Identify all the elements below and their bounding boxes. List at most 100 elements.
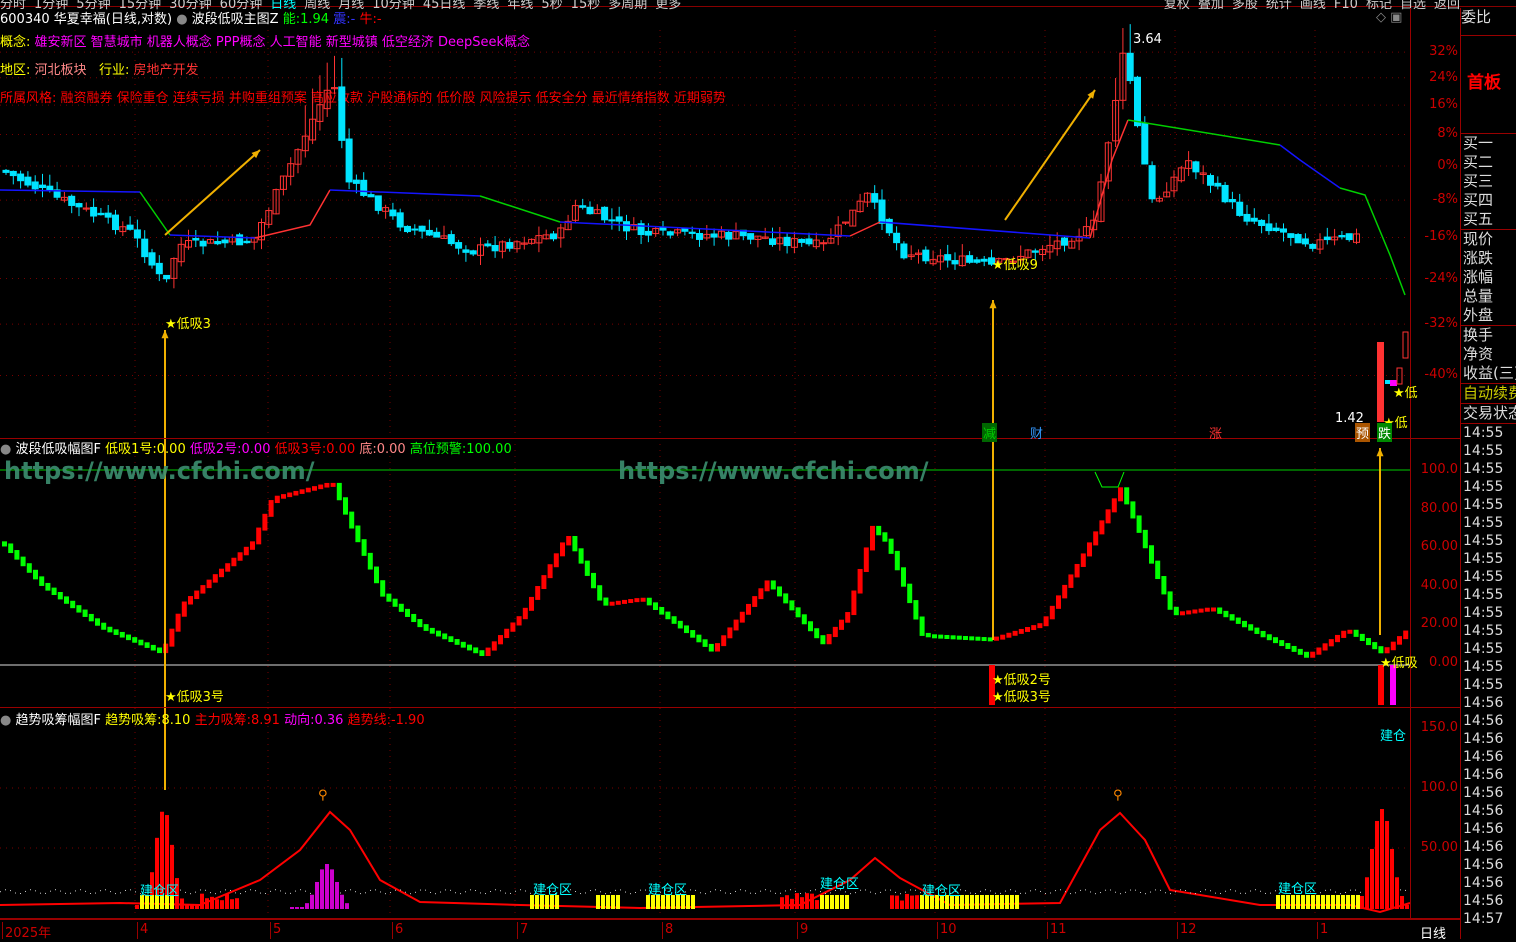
period-tab[interactable]: 日线 [270, 0, 297, 12]
candle-body [1207, 175, 1214, 186]
oscillator-bar [374, 566, 379, 584]
accumulation-bar [540, 895, 544, 909]
oscillator-bar [1279, 640, 1285, 647]
period-tab[interactable]: 周线 [304, 0, 331, 12]
volume-bar [1360, 896, 1364, 909]
dotted-baseline [940, 889, 941, 891]
oscillator-bar [181, 601, 187, 617]
dotted-baseline [265, 892, 266, 894]
diamond-icon[interactable]: ◇ ▣ [1376, 10, 1403, 25]
toolbar-button[interactable]: 返回 [1433, 0, 1460, 12]
period-tab[interactable]: 月线 [338, 0, 365, 12]
side-item: 买四 [1463, 191, 1494, 209]
dotted-baseline [635, 891, 636, 893]
candle-body [557, 227, 565, 239]
period-tab[interactable]: 15秒 [570, 0, 601, 12]
candle-body [1287, 233, 1295, 238]
date-tick: 11 [1047, 922, 1067, 939]
dotted-baseline [930, 891, 931, 893]
dotted-baseline [350, 889, 351, 891]
oscillator-bar [1149, 545, 1154, 564]
oscillator-bar [1335, 634, 1340, 643]
period-tab[interactable]: 年线 [507, 0, 534, 12]
flow-bar [335, 881, 339, 909]
volume-bar [1370, 848, 1374, 909]
period-tab[interactable]: 45日线 [422, 0, 466, 12]
oscillator-bar [386, 593, 392, 602]
oscillator-bar [355, 525, 361, 543]
period-tab[interactable]: 多周期 [608, 0, 648, 12]
indicator-name[interactable]: 波段低吸主图Z [191, 12, 279, 27]
toolbar-button[interactable]: 自选 [1399, 0, 1426, 12]
oscillator-bar [405, 608, 410, 617]
candle-body [345, 138, 353, 183]
dotted-baseline [1030, 890, 1031, 892]
toolbar-button[interactable]: 复权 [1163, 0, 1190, 12]
side-item: 总量 [1463, 287, 1494, 305]
oscillator-bar [832, 626, 838, 638]
candle-body [418, 225, 426, 232]
toolbar-button[interactable]: F10 [1333, 0, 1358, 12]
period-label[interactable]: 日线 [1420, 927, 1447, 942]
toolbar-button[interactable]: 叠加 [1197, 0, 1224, 12]
oscillator-bar [857, 568, 863, 594]
period-tab[interactable]: 30分钟 [169, 0, 212, 12]
indicator-toggle-icon[interactable]: ● [176, 12, 188, 27]
candle-body [783, 236, 791, 247]
candle-body [812, 239, 820, 248]
dotted-baseline [475, 890, 476, 892]
oscillator-bar [429, 627, 435, 634]
dotted-baseline [5, 889, 6, 891]
oscillator-bar [1062, 584, 1068, 599]
candle-body [630, 224, 638, 231]
toolbar-button[interactable]: 标记 [1365, 0, 1392, 12]
panel-toggle-icon[interactable]: ● [0, 442, 12, 457]
oscillator-bar [925, 632, 931, 638]
oscillator-bar [870, 525, 875, 551]
period-tab[interactable]: 更多 [655, 0, 682, 12]
period-tab[interactable]: 分时 [0, 0, 27, 12]
period-tab[interactable]: 5分钟 [76, 0, 111, 12]
oscillator-bar [1087, 542, 1092, 557]
accumulation-bar [1311, 895, 1315, 909]
candle-body [1199, 172, 1207, 175]
indicator-value: 100.00 [466, 442, 512, 457]
dotted-baseline [240, 893, 241, 895]
period-tab[interactable]: 60分钟 [219, 0, 263, 12]
panel2-name[interactable]: 波段低吸幅图F [15, 442, 101, 457]
candle-body [674, 229, 682, 234]
panel-toggle-icon[interactable]: ● [0, 713, 12, 728]
candle-body [1141, 122, 1149, 165]
panel3-name[interactable]: 趋势吸筹幅图F [15, 713, 101, 728]
oscillator-bar [708, 643, 714, 652]
toolbar-button[interactable]: 画线 [1299, 0, 1326, 12]
tick-time: 14:56 [1463, 749, 1504, 765]
toolbar-button[interactable]: 统计 [1265, 0, 1292, 12]
kline-chart[interactable] [0, 0, 1460, 939]
period-tab[interactable]: 5秒 [541, 0, 563, 12]
dotted-baseline [845, 891, 846, 893]
buy-signal-label: ★低 [1393, 386, 1418, 401]
period-tab[interactable]: 15分钟 [118, 0, 162, 12]
candle-body [316, 104, 324, 122]
moving-average-line [139, 191, 171, 236]
dotted-baseline [965, 890, 966, 892]
dotted-baseline [510, 892, 511, 894]
oscillator-bar [454, 639, 460, 645]
period-tab[interactable]: 10分钟 [372, 0, 415, 12]
toolbar-button[interactable]: 多股 [1231, 0, 1258, 12]
dotted-baseline [1230, 889, 1231, 891]
oscillator-bar [863, 547, 869, 572]
dotted-baseline [610, 892, 611, 894]
dotted-baseline [650, 891, 651, 893]
candle-body [820, 242, 828, 245]
oscillator-bar [721, 635, 727, 647]
volume-bar [215, 899, 219, 909]
oscillator-bar [57, 592, 63, 600]
volume-bar [910, 895, 914, 909]
indicator-value: 0.00 [156, 442, 186, 457]
oscillator-bar [1025, 627, 1030, 632]
period-tab[interactable]: 1分钟 [34, 0, 69, 12]
oscillator-bar [287, 492, 293, 498]
period-tab[interactable]: 季线 [473, 0, 500, 12]
